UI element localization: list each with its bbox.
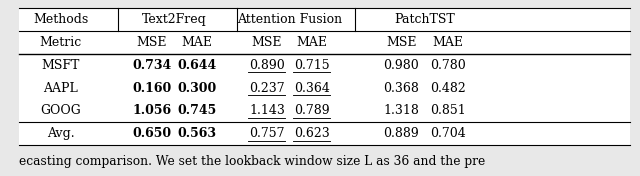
Text: 0.237: 0.237: [249, 81, 285, 95]
Text: 0.300: 0.300: [177, 81, 217, 95]
Text: MSFT: MSFT: [42, 59, 80, 72]
Text: 1.143: 1.143: [249, 104, 285, 117]
Text: MAE: MAE: [182, 36, 212, 49]
Text: 1.056: 1.056: [132, 104, 172, 117]
Text: PatchTST: PatchTST: [394, 13, 454, 26]
Text: 0.160: 0.160: [132, 81, 172, 95]
Text: MSE: MSE: [136, 36, 167, 49]
Text: 0.368: 0.368: [383, 81, 419, 95]
Text: 0.734: 0.734: [132, 59, 172, 72]
Text: 0.563: 0.563: [178, 127, 216, 140]
Text: GOOG: GOOG: [40, 104, 81, 117]
Text: 0.780: 0.780: [430, 59, 466, 72]
Text: MSE: MSE: [386, 36, 417, 49]
Text: 0.851: 0.851: [430, 104, 466, 117]
Text: 0.789: 0.789: [294, 104, 330, 117]
Text: 0.889: 0.889: [383, 127, 419, 140]
Text: 0.650: 0.650: [132, 127, 172, 140]
Text: Avg.: Avg.: [47, 127, 75, 140]
Text: AAPL: AAPL: [44, 81, 78, 95]
Text: 0.980: 0.980: [383, 59, 419, 72]
Text: MAE: MAE: [296, 36, 327, 49]
Text: 0.482: 0.482: [430, 81, 466, 95]
Text: 0.745: 0.745: [177, 104, 217, 117]
Text: 0.623: 0.623: [294, 127, 330, 140]
Text: 0.704: 0.704: [430, 127, 466, 140]
Text: ecasting comparison. We set the lookback window size L as 36 and the pre: ecasting comparison. We set the lookback…: [19, 155, 486, 168]
Text: Text2Freq: Text2Freq: [142, 13, 207, 26]
Text: MAE: MAE: [433, 36, 463, 49]
Text: 0.757: 0.757: [249, 127, 285, 140]
Text: Metric: Metric: [40, 36, 82, 49]
Text: 0.644: 0.644: [177, 59, 217, 72]
Text: MSE: MSE: [252, 36, 282, 49]
Text: 0.890: 0.890: [249, 59, 285, 72]
Text: Attention Fusion: Attention Fusion: [237, 13, 342, 26]
Bar: [19, 8, 630, 145]
Text: 1.318: 1.318: [383, 104, 419, 117]
Text: 0.715: 0.715: [294, 59, 330, 72]
Text: Methods: Methods: [33, 13, 88, 26]
Text: 0.364: 0.364: [294, 81, 330, 95]
